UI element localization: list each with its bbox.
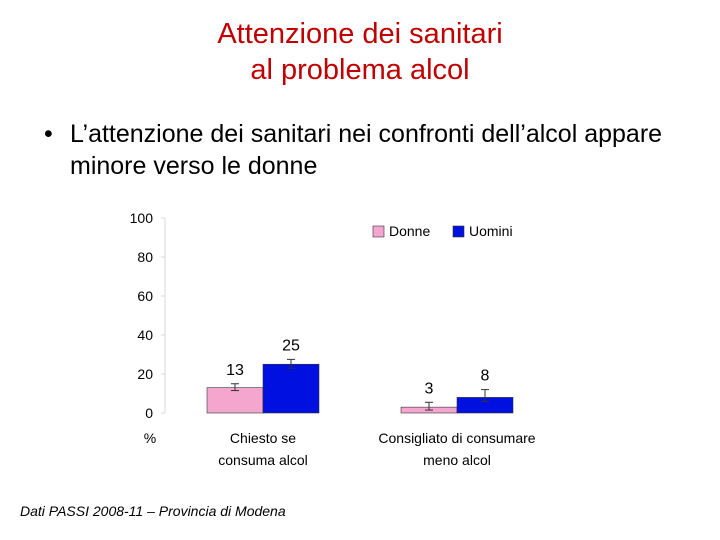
legend-label-uomini: Uomini [469,223,513,239]
legend-swatch-donne [372,225,385,238]
category-label-line1: Chiesto se [230,430,296,446]
bullet-icon: • [44,120,53,148]
category-label-line2: consuma alcol [218,452,308,468]
slide-title: Attenzione dei sanitari al problema alco… [0,16,720,88]
data-label: 13 [226,362,244,379]
bar-donne [206,387,264,414]
source-footnote: Dati PASSI 2008-11 – Provincia di Modena [20,503,286,519]
y-tick-label: 80 [137,249,153,265]
data-label: 8 [481,368,490,385]
bar-uomini [262,363,320,414]
y-tick-label: 40 [137,327,153,343]
y-tick-label: 20 [137,366,153,382]
category-label-line1: Consigliato di consumare [378,430,535,446]
y-tick-label: 0 [145,405,153,421]
data-label: 25 [282,337,300,354]
y-tick-label: 60 [137,288,153,304]
data-label: 3 [425,380,434,397]
y-axis-label: % [144,430,156,446]
legend-label-donne: Donne [389,223,430,239]
category-label-line2: meno alcol [423,452,491,468]
bullet-text: L’attenzione dei sanitari nei confronti … [70,120,663,180]
slide-title-line2: al problema alcol [250,54,470,86]
legend-swatch-uomini [452,225,465,238]
y-tick-label: 100 [130,210,154,226]
slide-title-line1: Attenzione dei sanitari [217,18,503,50]
